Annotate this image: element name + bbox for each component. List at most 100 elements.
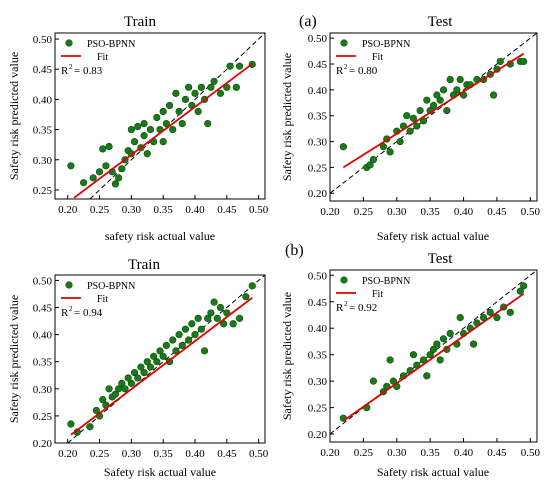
plot-frame <box>329 32 538 202</box>
data-point <box>99 145 107 153</box>
y-tick-label: 0.25 <box>308 403 328 415</box>
y-tick-label: 0.30 <box>308 376 328 388</box>
legend-series-label: PSO-BPNN <box>362 39 410 50</box>
data-point <box>413 122 421 130</box>
data-point <box>210 77 218 85</box>
r2-superscript: 2 <box>344 63 348 71</box>
fit-line <box>342 52 525 169</box>
data-point <box>486 308 494 316</box>
data-point <box>146 125 155 134</box>
chart-title: Train <box>124 14 156 30</box>
data-point <box>446 75 454 84</box>
x-tick-label: 0.20 <box>58 204 78 216</box>
data-point <box>423 96 431 104</box>
data-point <box>235 62 244 70</box>
data-point <box>479 314 488 322</box>
y-tick-label: 0.50 <box>308 33 328 45</box>
data-point <box>429 345 438 353</box>
x-tick-label: 0.20 <box>58 448 78 460</box>
data-point <box>496 57 504 66</box>
y-tick-label: 0.25 <box>33 185 53 197</box>
data-point <box>130 368 139 377</box>
data-point <box>188 320 196 328</box>
x-tick-label: 0.35 <box>421 447 441 459</box>
data-point <box>453 86 461 94</box>
data-point <box>146 363 155 371</box>
x-tick-label: 0.25 <box>354 447 374 459</box>
data-point <box>140 119 148 128</box>
data-point <box>153 113 161 122</box>
data-point <box>137 363 145 371</box>
legend-fit-label: Fit <box>97 294 108 305</box>
data-point <box>197 83 205 91</box>
data-point <box>207 309 215 317</box>
y-tick-label: 0.35 <box>33 125 53 137</box>
y-tick-label: 0.20 <box>308 188 328 200</box>
data-point <box>436 96 444 104</box>
data-point <box>181 325 190 333</box>
data-point <box>134 122 142 131</box>
data-point <box>181 95 190 103</box>
data-point <box>86 423 94 431</box>
fit-line <box>73 63 253 199</box>
data-point <box>210 298 218 306</box>
charts: Train safety risk actual value Safety risk… <box>7 14 540 479</box>
data-point <box>169 336 177 344</box>
data-point <box>121 385 129 393</box>
legend-series-label: PSO-BPNN <box>87 39 135 50</box>
r2-value: = 0.92 <box>349 302 377 314</box>
data-point <box>229 320 237 328</box>
x-axis-label: Safety risk actual value <box>377 465 489 479</box>
data-point <box>150 352 158 360</box>
data-point <box>469 340 478 348</box>
data-point <box>194 107 202 116</box>
y-tick-label: 0.35 <box>308 350 328 362</box>
data-point <box>369 156 378 164</box>
y-tick-label: 0.50 <box>308 270 328 282</box>
x-tick-label: 0.50 <box>249 448 269 460</box>
data-point <box>386 148 394 156</box>
x-axis-label: safety risk actual value <box>105 229 215 243</box>
data-point <box>185 336 193 344</box>
data-point <box>439 86 448 94</box>
data-point <box>159 107 167 116</box>
r2-label: R <box>336 302 344 314</box>
y-tick-label: 0.35 <box>308 111 328 123</box>
r2-label: R <box>61 307 69 319</box>
data-point <box>162 341 170 350</box>
data-point <box>489 91 498 99</box>
x-tick-label: 0.35 <box>154 448 174 460</box>
data-point <box>423 372 431 380</box>
r2-value: = 0.94 <box>74 307 103 319</box>
data-point <box>159 138 167 146</box>
data-point <box>386 356 394 364</box>
panel-label-b: (b) <box>285 242 304 259</box>
r2-label: R <box>61 65 69 77</box>
data-point <box>436 356 444 364</box>
y-tick-label: 0.50 <box>33 34 53 46</box>
fit-line <box>70 297 253 436</box>
data-point <box>232 83 240 91</box>
data-point <box>416 106 424 115</box>
data-point <box>111 390 120 398</box>
data-point <box>115 174 123 182</box>
data-point <box>191 331 199 339</box>
data-point <box>127 379 135 387</box>
chart-title: Test <box>428 251 454 267</box>
y-tick-label: 0.40 <box>33 330 53 342</box>
data-point <box>172 89 180 97</box>
identity-line <box>329 32 538 194</box>
y-tick-label: 0.45 <box>308 297 328 309</box>
x-tick-label: 0.50 <box>249 204 269 216</box>
data-point <box>419 356 428 364</box>
data-point <box>105 142 113 151</box>
data-point <box>159 352 167 360</box>
data-point <box>426 351 434 359</box>
data-point <box>191 89 199 97</box>
data-point <box>516 287 524 295</box>
data-point <box>493 314 501 322</box>
legend-fit-label: Fit <box>372 52 383 63</box>
y-tick-label: 0.30 <box>308 137 328 149</box>
data-point <box>433 340 441 348</box>
